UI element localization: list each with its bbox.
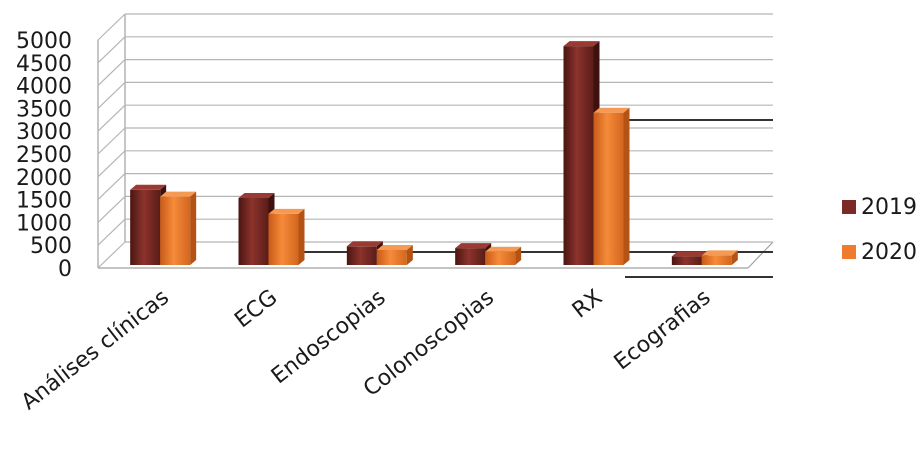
bar-front-face (346, 246, 377, 265)
y-tick-label: 2500 (16, 143, 72, 168)
bar-side-face (731, 250, 738, 265)
plot-area: 0500100015002000250030003500400045005000… (16, 13, 774, 415)
bar-top-face (455, 243, 492, 249)
gridline-side (97, 241, 126, 269)
x-category-label: Ecografias (610, 285, 716, 375)
gridline-side (97, 218, 126, 246)
bar-front-face (701, 255, 732, 265)
gridline-side (97, 81, 126, 109)
bar-top-face (130, 184, 167, 190)
x-category-label: RX (568, 285, 607, 323)
gridline-side (97, 36, 126, 64)
gridline-side (97, 127, 126, 155)
y-tick-label: 3500 (16, 97, 72, 122)
bar-front-face (160, 196, 191, 265)
bar-top-face (268, 208, 305, 214)
bar-2019-5 (563, 41, 600, 266)
y-tick-label: 4000 (16, 75, 72, 100)
bar-top-face (593, 107, 630, 113)
y-tick-label: 1500 (16, 189, 72, 214)
bar-top-face (238, 192, 275, 198)
bar-front-face (376, 249, 407, 265)
legend-label: 2019 (861, 195, 917, 220)
y-tick-label: 5000 (16, 29, 72, 54)
bar-front-face (563, 46, 594, 266)
bar-2019-3 (346, 241, 383, 265)
bar-top-face (376, 244, 413, 250)
bar-side-face (190, 191, 197, 265)
bar-top-face (563, 41, 600, 47)
floor-right-edge (747, 241, 774, 269)
bars (130, 41, 738, 266)
bar-top-face (485, 246, 522, 252)
bar-2020-1 (160, 191, 197, 265)
gridline-side (97, 195, 126, 223)
bar-2020-4 (485, 246, 522, 265)
legend: 2019 2020 (842, 195, 917, 265)
bar-side-face (623, 107, 630, 265)
y-tick-label: 2000 (16, 166, 72, 191)
bar-front-face (455, 248, 486, 265)
legend-label: 2020 (861, 240, 917, 265)
y-tick-label: 3000 (16, 120, 72, 145)
gridline-side (97, 150, 126, 178)
legend-swatch-2019 (842, 200, 856, 214)
y-tick-label: 0 (58, 257, 72, 282)
x-category-label: Análises clínicas (17, 285, 174, 415)
bar-2020-3 (376, 244, 413, 265)
grid-lines (97, 13, 774, 278)
bar-front-face (238, 197, 269, 265)
bar-2020-5 (593, 107, 630, 265)
legend-swatch-2020 (842, 245, 856, 259)
bar-top-face (671, 251, 708, 257)
bar-2020-6 (701, 250, 738, 265)
gridline-side (97, 104, 126, 132)
bar-top-face (160, 191, 197, 197)
x-category-label: ECG (230, 285, 282, 333)
gridline-side (97, 59, 126, 87)
bar-top-face (701, 250, 738, 256)
y-tick-label: 500 (30, 234, 72, 259)
bar-front-face (593, 112, 624, 265)
x-axis-categories: Análises clínicas ECGEndoscopiasColonosco… (17, 285, 716, 415)
bar-front-face (485, 251, 516, 265)
bar-front-face (671, 256, 702, 265)
gridline-side (97, 173, 126, 201)
y-tick-label: 1000 (16, 211, 72, 236)
bar-side-face (298, 208, 305, 265)
bar-2020-2 (268, 208, 305, 265)
gridline-side (97, 13, 126, 41)
bar-front-face (130, 189, 161, 265)
bar-side-face (515, 246, 522, 265)
bar-front-face (268, 213, 299, 265)
bar-side-face (406, 244, 413, 265)
y-tick-label: 4500 (16, 52, 72, 77)
bar-top-face (346, 241, 383, 247)
